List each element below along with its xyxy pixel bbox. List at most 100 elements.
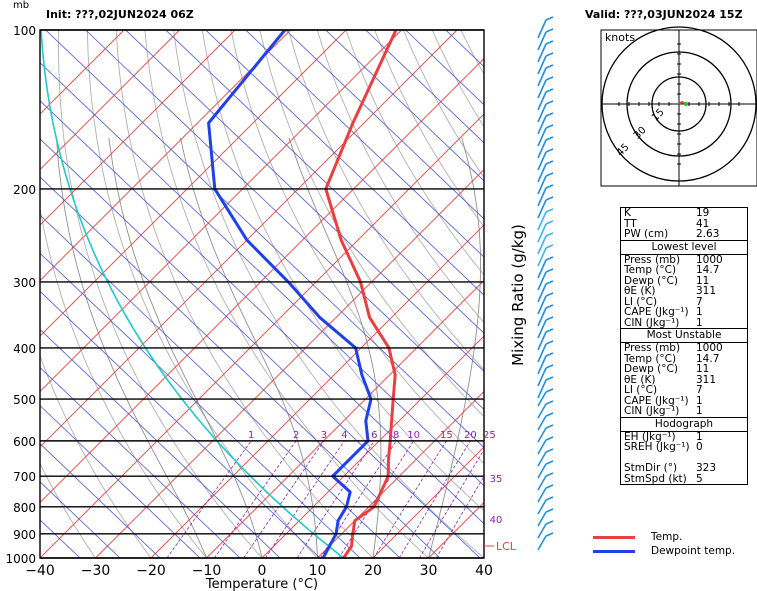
index-lowest-row: Press (mb) 1000 bbox=[621, 254, 747, 266]
index-unstable-key: CAPE (Jkg⁻¹) bbox=[624, 394, 689, 407]
wind-barb-flag bbox=[545, 208, 554, 213]
wind-barb-flag bbox=[545, 100, 554, 105]
wind-barb bbox=[537, 67, 547, 87]
wind-barb-flag bbox=[545, 40, 554, 45]
pressure-tick-label: 300 bbox=[13, 276, 36, 290]
mixing-ratio-axis-label: Mixing Ratio (g/kg) bbox=[509, 224, 527, 366]
reference-line bbox=[285, 30, 484, 220]
isotherm bbox=[40, 113, 484, 558]
reference-line bbox=[40, 176, 441, 558]
wind-barb bbox=[537, 223, 547, 243]
wind-barb bbox=[537, 187, 547, 207]
temp-tick-label: −10 bbox=[192, 563, 222, 579]
isotherm bbox=[317, 390, 484, 558]
indices-hodo: EH (Jkg⁻¹) 1 SREH (Jkg⁻¹) 0 StmDir (°) 323 Stm… bbox=[621, 430, 747, 485]
isotherm bbox=[40, 30, 236, 226]
wind-barb bbox=[537, 415, 547, 431]
wind-barb-flag bbox=[545, 400, 554, 405]
index-top-key: PW (cm) bbox=[624, 228, 669, 240]
index-unstable-row: Temp (°C) 14.7 bbox=[621, 352, 747, 365]
wind-barb bbox=[537, 499, 547, 515]
index-hodo-row: SREH (Jkg⁻¹) 0 bbox=[621, 442, 747, 453]
dry-adiabat bbox=[144, 30, 429, 558]
mixing-ratio-label: 25 bbox=[483, 430, 496, 441]
wind-barb bbox=[537, 259, 547, 279]
wind-barb bbox=[537, 139, 547, 159]
x-axis-label: Temperature (°C) bbox=[205, 577, 318, 591]
wind-barb-flag bbox=[545, 376, 554, 381]
reference-line bbox=[40, 443, 161, 558]
index-top-row: TT 41 bbox=[621, 218, 747, 230]
wind-barb-flag bbox=[545, 88, 554, 93]
isotherm bbox=[40, 30, 402, 393]
mixing-ratio-label-35: 35 bbox=[490, 474, 503, 485]
mixing-ratio-label-40: 40 bbox=[490, 515, 503, 526]
dry-adiabat bbox=[40, 205, 207, 558]
wind-barb bbox=[537, 115, 547, 135]
index-unstable-key: Temp (°C) bbox=[624, 352, 677, 365]
temp-tick-label: −20 bbox=[136, 563, 166, 579]
index-lowest-key: Temp (°C) bbox=[624, 264, 677, 276]
isotherm bbox=[261, 335, 484, 558]
isotherm bbox=[206, 279, 484, 558]
wind-barb-flag bbox=[545, 328, 554, 333]
wind-barb-flag bbox=[545, 316, 554, 321]
wind-barb bbox=[537, 79, 547, 99]
index-unstable-row: θE (K) 311 bbox=[621, 373, 747, 386]
index-lowest-row: LI (°C) 7 bbox=[621, 296, 747, 308]
mixing-ratio-label: 3 bbox=[321, 430, 327, 441]
wind-barb bbox=[537, 307, 547, 327]
index-top-row: PW (cm) 2.63 bbox=[621, 229, 747, 240]
mixing-ratio-label: 8 bbox=[393, 430, 399, 441]
indices-panel: K 19 TT 41 PW (cm) 2.63 Lowest level Press (m… bbox=[620, 207, 748, 485]
legend-dewp-label: Dewpoint temp. bbox=[651, 545, 736, 557]
lowest-level-title: Lowest level bbox=[621, 239, 747, 255]
index-lowest-key: CAPE (Jkg⁻¹) bbox=[624, 306, 689, 318]
pressure-tick-label: 800 bbox=[13, 501, 36, 515]
index-lowest-key: Dewp (°C) bbox=[624, 274, 678, 287]
wind-barb bbox=[537, 91, 547, 111]
index-hodo-key: EH (Jkg⁻¹) bbox=[624, 430, 676, 443]
wind-barb bbox=[537, 163, 547, 183]
index-hodo-value: 1 bbox=[696, 430, 703, 443]
plot-frame bbox=[39, 29, 485, 559]
index-unstable-value: 311 bbox=[696, 373, 717, 386]
wind-barb-flag bbox=[545, 16, 554, 21]
index-unstable-row: CAPE (Jkg⁻¹) 1 bbox=[621, 394, 747, 407]
wind-barb-flag bbox=[545, 256, 554, 261]
wind-barb-flag bbox=[545, 268, 554, 273]
index-lowest-value: 311 bbox=[696, 285, 717, 297]
dry-adiabat bbox=[345, 30, 484, 276]
legend-dewp-line bbox=[593, 550, 635, 553]
wind-barb bbox=[537, 355, 547, 375]
wind-barb-flag bbox=[545, 196, 554, 201]
wind-barb bbox=[537, 427, 547, 443]
index-hodo-value: 0 bbox=[696, 441, 703, 453]
pressure-tick-label: 700 bbox=[13, 470, 36, 484]
indices-unstable: Press (mb) 1000 Temp (°C) 14.7 Dewp (°C) 11 θE… bbox=[621, 343, 747, 417]
index-unstable-value: 14.7 bbox=[696, 352, 720, 365]
wind-barb-flag bbox=[545, 412, 554, 417]
mixing-ratio-label: 15 bbox=[440, 430, 453, 441]
valid-time: Valid: ???,03JUN2024 15Z bbox=[585, 8, 743, 21]
wind-barb bbox=[537, 463, 547, 479]
hodograph-title: Hodograph bbox=[621, 416, 747, 432]
wind-barb-flag bbox=[545, 340, 554, 345]
reference-line bbox=[40, 214, 401, 558]
index-hodo-key: SREH (Jkg⁻¹) bbox=[624, 441, 690, 453]
reference-line bbox=[40, 290, 321, 558]
isotherm bbox=[40, 30, 180, 171]
most-unstable-title: Most Unstable bbox=[621, 328, 747, 343]
index-lowest-row: CIN (Jkg⁻¹) 1 bbox=[621, 317, 747, 329]
wind-barb-flag bbox=[545, 280, 554, 285]
isotherm bbox=[40, 57, 484, 504]
wind-barb bbox=[537, 439, 547, 455]
wind-barb-flag bbox=[545, 292, 554, 297]
wind-barb bbox=[537, 343, 547, 363]
mixing-ratio-label: 2 bbox=[293, 430, 299, 441]
wind-barb-flag bbox=[545, 364, 554, 369]
index-lowest-value: 1 bbox=[696, 306, 703, 318]
wind-barb bbox=[537, 511, 547, 527]
wind-barb bbox=[537, 175, 547, 195]
temp-tick-label: 10 bbox=[309, 563, 327, 579]
